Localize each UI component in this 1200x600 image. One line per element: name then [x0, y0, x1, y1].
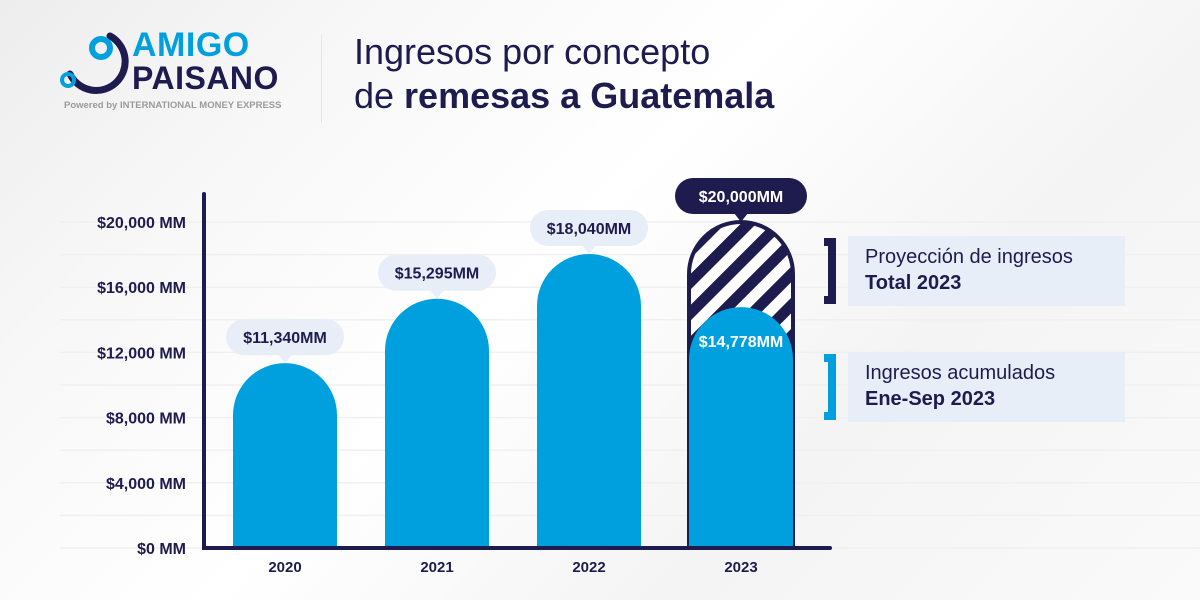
legend-item-accumulated: Ingresos acumulados Ene-Sep 2023: [822, 352, 1125, 422]
page-title: Ingresos por concepto de remesas a Guate…: [354, 30, 774, 118]
x-tick-label: 2020: [268, 559, 301, 576]
legend-label-line2: Total 2023: [865, 272, 962, 294]
title-line2-bold: remesas a Guatemala: [404, 75, 775, 116]
y-tick-label: $4,000 MM: [106, 476, 186, 493]
data-label-bubble: [378, 254, 496, 291]
y-tick-label: $12,000 MM: [97, 345, 186, 362]
y-tick-label: $0 MM: [137, 541, 186, 558]
legend-label-line1: Proyección de ingresos: [865, 246, 1073, 268]
title-line2: de remesas a Guatemala: [354, 74, 774, 118]
legend-bracket-navy-icon: [824, 238, 836, 304]
data-label: $11,340MM: [243, 330, 327, 347]
brand-name-line2: PAISANO: [132, 60, 279, 96]
title-line2-regular: de: [354, 75, 405, 116]
data-label: $20,000MM: [699, 189, 784, 206]
data-label-bubble: [675, 178, 807, 214]
bar-2022: [537, 253, 641, 548]
bar-2021: [385, 298, 489, 548]
chart-axis: [202, 192, 832, 550]
data-label-bubble: [530, 209, 648, 246]
legend-label-line1: Ingresos acumulados: [865, 362, 1056, 384]
legend-box: Proyección de ingresos Total 2023: [848, 236, 1125, 306]
brand-logo: AMIGO PAISANO Powered by INTERNATIONAL M…: [60, 26, 300, 118]
x-tick-label: 2023: [724, 559, 757, 576]
data-label-pointer: [582, 244, 596, 254]
data-label-bubble: [226, 319, 344, 356]
data-label-pointer: [278, 354, 292, 364]
legend-bracket-blue-icon: [824, 354, 836, 420]
x-tick-label: 2021: [420, 559, 453, 576]
x-tick-label: 2022: [572, 559, 605, 576]
brand-name-line1: AMIGO: [132, 26, 250, 64]
data-label: $18,040MM: [547, 221, 632, 238]
title-line1: Ingresos por concepto: [354, 31, 711, 72]
header-divider: [321, 35, 322, 123]
brand-tagline: Powered by INTERNATIONAL MONEY EXPRESS: [64, 100, 282, 111]
legend-item-projection: Proyección de ingresos Total 2023: [822, 236, 1125, 306]
y-tick-label: $20,000 MM: [97, 215, 186, 232]
bar-2023: [689, 307, 793, 548]
legend-label-line2: Ene-Sep 2023: [865, 388, 996, 410]
data-label-pointer: [734, 213, 748, 222]
data-label: $14,778MM: [699, 334, 784, 351]
data-label: $15,295MM: [395, 266, 480, 283]
y-tick-label: $16,000 MM: [97, 280, 186, 297]
y-tick-label: $8,000 MM: [106, 411, 186, 428]
data-label-pointer: [430, 289, 444, 299]
bar-2020: [233, 363, 337, 548]
legend-box: Ingresos acumulados Ene-Sep 2023: [848, 352, 1125, 422]
orbit-logo-icon: [60, 32, 129, 94]
